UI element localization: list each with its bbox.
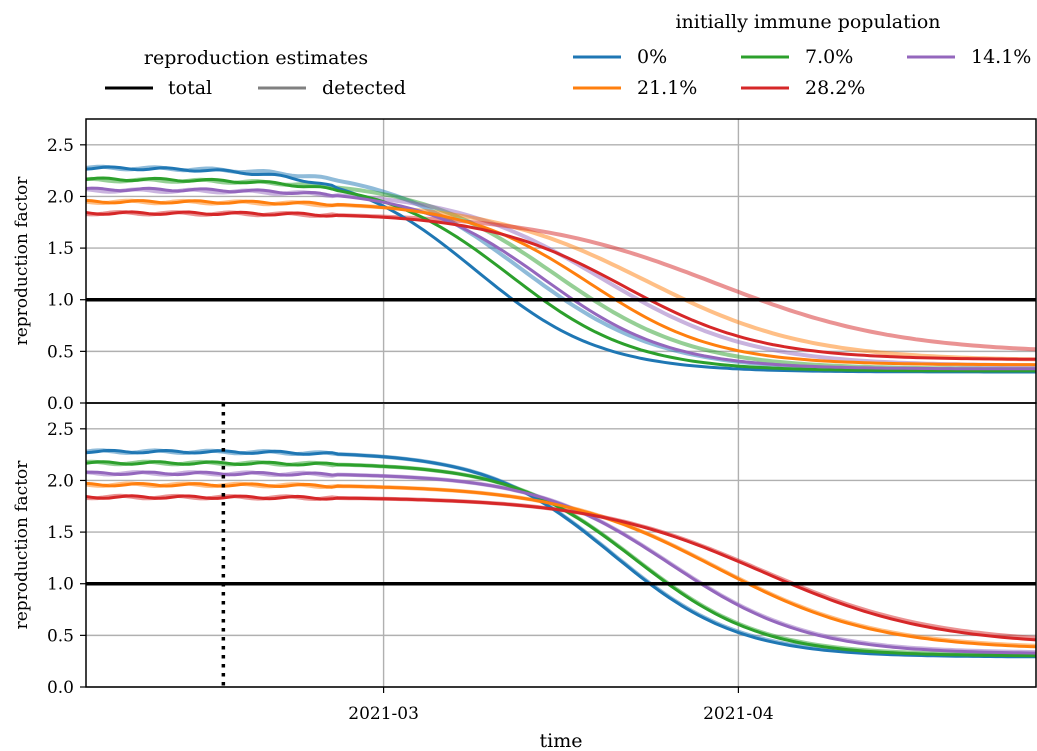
series-line-total-0pct <box>86 165 1036 374</box>
panel-top-ylabel: reproduction factor <box>12 176 32 346</box>
panel-top-grid <box>86 119 1036 404</box>
legend-total-label: total <box>168 77 212 99</box>
panel-bottom-ylabel: reproduction factor <box>12 460 32 630</box>
y-tick-label: 0.0 <box>47 394 74 414</box>
panel-top-series <box>86 164 1036 374</box>
series-line-total-28.2pct <box>86 494 1036 642</box>
x-tick-label: 2021-03 <box>348 704 419 724</box>
panel-top: 0.0 0.5 1.0 1.5 2.0 2.5 reproduction factor <box>12 118 1037 414</box>
legend-label-7pct: 7.0% <box>805 46 853 68</box>
legend-detected-label: detected <box>322 77 406 99</box>
legend-label-21pct: 21.1% <box>637 77 697 99</box>
series-line-total-21.1pct <box>86 198 1036 367</box>
y-tick-label: 1.5 <box>47 239 74 259</box>
series-line-detected-14.1pct <box>86 470 1036 655</box>
legend-label-14pct: 14.1% <box>971 46 1031 68</box>
y-tick-label: 1.0 <box>47 291 74 311</box>
panel-bottom-xlabel: time <box>540 730 583 751</box>
legend-estimates: reproduction estimates total detected <box>105 47 406 99</box>
series-line-detected-28.2pct <box>86 493 1036 640</box>
series-line-total-28.2pct <box>86 210 1036 361</box>
y-tick-label: 1.0 <box>47 575 74 595</box>
series-line-detected-0pct <box>86 448 1036 658</box>
axes-frame <box>85 402 1037 688</box>
y-tick-label: 1.5 <box>47 523 74 543</box>
panel-top-axes: 0.0 0.5 1.0 1.5 2.0 2.5 <box>47 118 1037 414</box>
legend-immune-title: initially immune population <box>675 11 940 33</box>
y-tick-label: 0.5 <box>47 342 74 362</box>
y-tick-label: 2.0 <box>47 471 74 491</box>
legend-immune: initially immune population 0% 7.0% 14.1… <box>573 11 1031 99</box>
series-line-total-7.0pct <box>86 176 1036 373</box>
y-tick-label: 0.5 <box>47 626 74 646</box>
series-line-total-7.0pct <box>86 460 1036 658</box>
panel-bottom: 0.0 0.5 1.0 1.5 2.0 2.5 2021-03 2021-04 reprodu… <box>12 402 1037 751</box>
series-line-total-14.1pct <box>86 186 1036 371</box>
panel-bottom-axes: 0.0 0.5 1.0 1.5 2.0 2.5 2021-03 2021-04 <box>47 402 1037 724</box>
series-line-detected-7.0pct <box>86 176 1036 371</box>
legend-label-28pct: 28.2% <box>805 77 865 99</box>
series-line-total-0pct <box>86 448 1036 659</box>
y-tick-label: 2.0 <box>47 187 74 207</box>
series-line-detected-7.0pct <box>86 459 1036 657</box>
legend-estimates-title: reproduction estimates <box>144 47 368 69</box>
panel-bottom-series <box>86 448 1036 659</box>
x-tick-label: 2021-04 <box>703 704 774 724</box>
y-tick-label: 2.5 <box>47 136 74 156</box>
series-line-total-21.1pct <box>86 481 1036 649</box>
y-tick-label: 2.5 <box>47 420 74 440</box>
axes-frame <box>85 118 1037 404</box>
y-tick-label: 0.0 <box>47 678 74 698</box>
series-line-total-14.1pct <box>86 470 1036 655</box>
series-line-detected-0pct <box>86 164 1036 372</box>
legend-label-0pct: 0% <box>637 46 667 68</box>
